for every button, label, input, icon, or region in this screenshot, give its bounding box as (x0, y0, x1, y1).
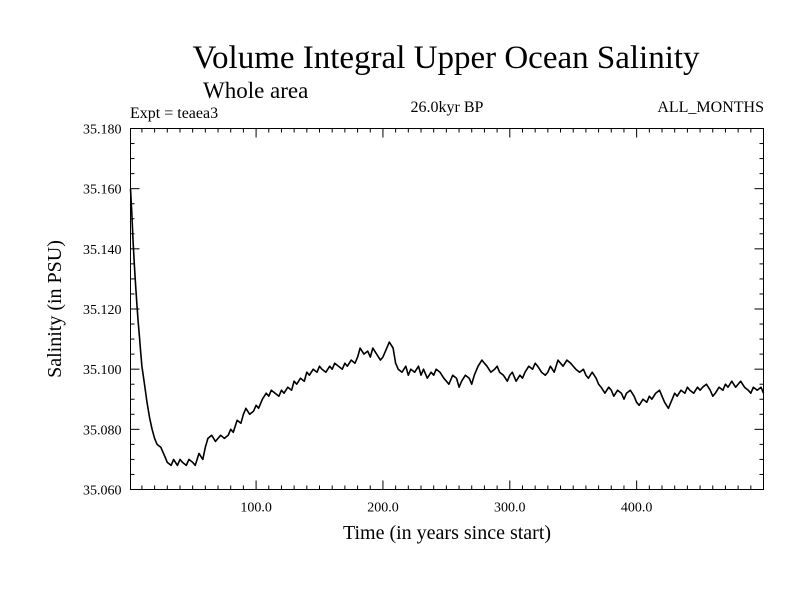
y-tick-label: 35.080 (83, 423, 122, 438)
y-tick-label: 35.100 (83, 363, 122, 378)
y-tick-labels: 35.060 35.080 35.100 35.120 35.140 35.160 35.1… (83, 123, 122, 499)
x-axis-label: Time (in years since start) (343, 522, 551, 544)
y-tick-label: 35.120 (83, 303, 122, 318)
x-tick-label: 100.0 (240, 501, 272, 516)
x-tick-label: 300.0 (494, 501, 526, 516)
axis-ticks (130, 128, 764, 490)
y-tick-label: 35.180 (83, 123, 122, 138)
y-tick-label: 35.060 (83, 484, 122, 499)
chart-subtitle: Whole area (203, 78, 308, 103)
x-tick-labels: 100.0 200.0 300.0 400.0 (240, 501, 652, 516)
period-label: 26.0kyr BP (411, 99, 484, 116)
chart-title: Volume Integral Upper Ocean Salinity (192, 40, 700, 76)
months-label: ALL_MONTHS (657, 99, 764, 116)
salinity-series-line (129, 188, 765, 467)
y-axis-label: Salinity (in PSU) (44, 240, 66, 378)
x-tick-label: 400.0 (621, 501, 653, 516)
y-tick-label: 35.140 (83, 243, 122, 258)
experiment-label: Expt = teaea3 (130, 105, 218, 122)
y-tick-label: 35.160 (83, 183, 122, 198)
plot-frame (130, 128, 764, 490)
x-tick-label: 200.0 (367, 501, 399, 516)
